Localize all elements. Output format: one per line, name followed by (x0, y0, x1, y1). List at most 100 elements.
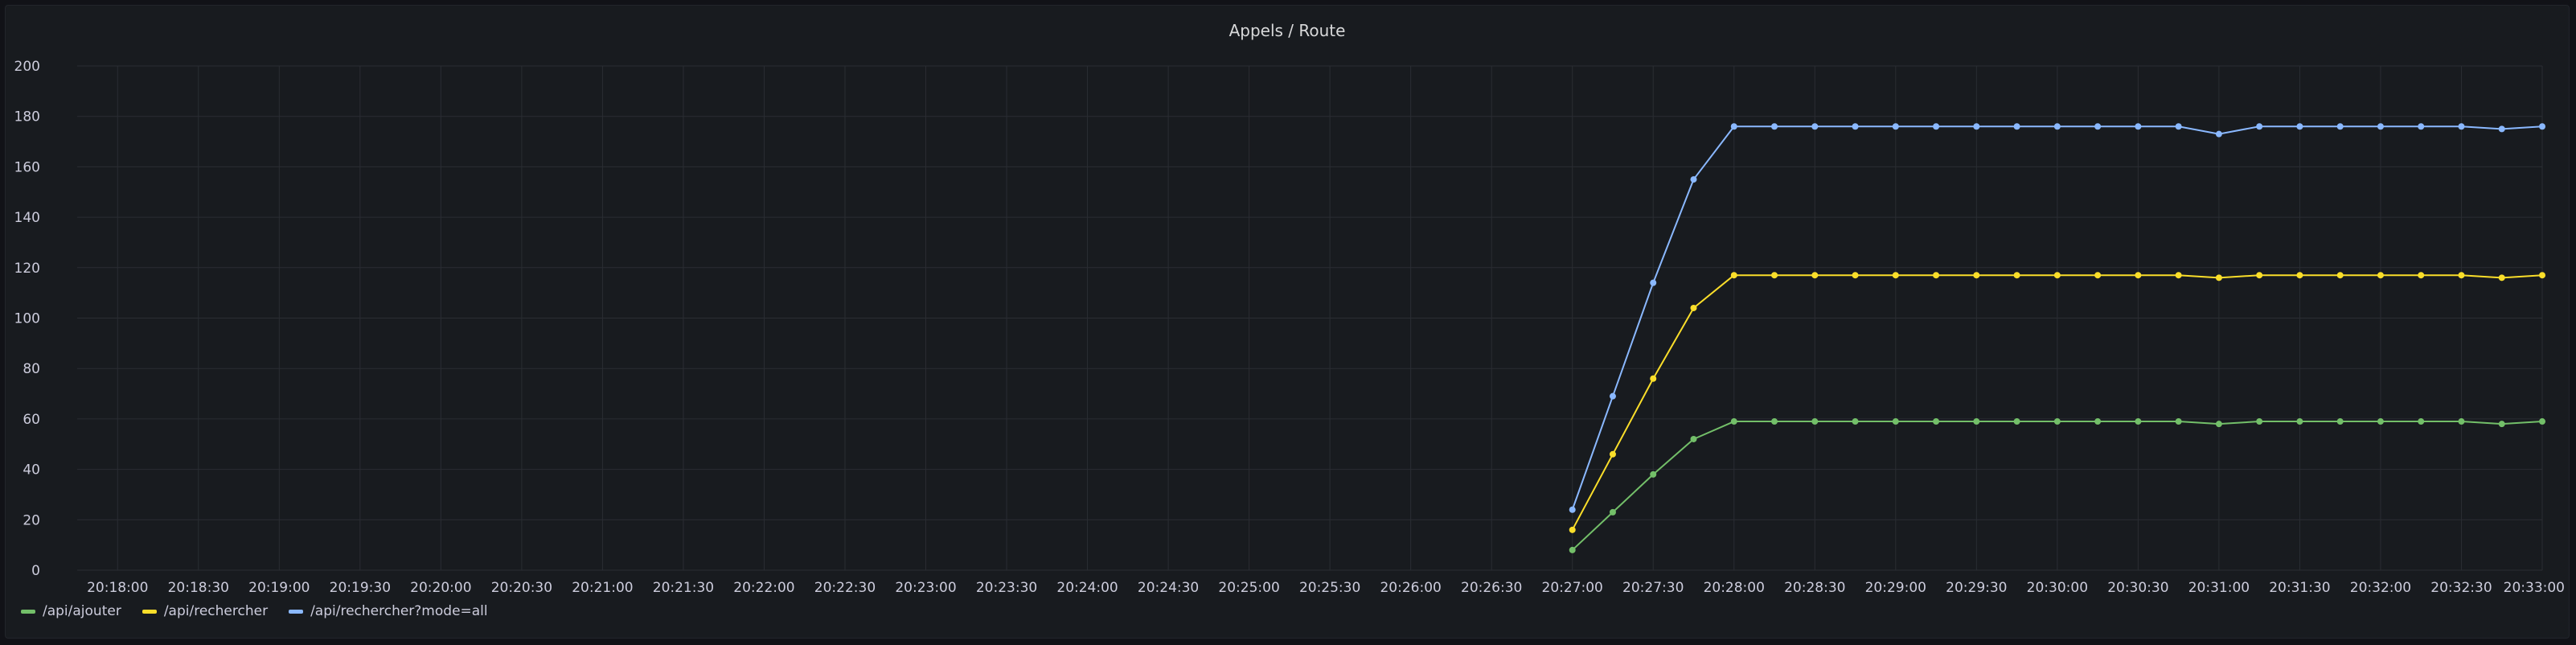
data-point[interactable] (2296, 418, 2303, 425)
data-point[interactable] (2336, 123, 2344, 130)
legend-item-ajouter[interactable]: /api/ajouter (21, 603, 121, 619)
data-point[interactable] (1730, 418, 1737, 425)
data-point[interactable] (2458, 123, 2465, 130)
data-point[interactable] (1569, 506, 1576, 513)
x-tick-label: 20:28:30 (1784, 580, 1845, 596)
data-point[interactable] (1811, 418, 1819, 425)
data-point[interactable] (1933, 123, 1940, 130)
data-point[interactable] (2296, 272, 2303, 279)
data-point[interactable] (2215, 421, 2222, 428)
data-point[interactable] (1730, 123, 1737, 130)
legend-swatch (21, 609, 35, 614)
data-point[interactable] (1811, 272, 1819, 279)
data-point[interactable] (1771, 123, 1778, 130)
legend-label: /api/rechercher?mode=all (310, 603, 488, 619)
data-point[interactable] (2135, 272, 2142, 279)
data-point[interactable] (2094, 123, 2102, 130)
data-point[interactable] (1973, 123, 1980, 130)
x-tick-label: 20:29:00 (1865, 580, 1926, 596)
x-tick-label: 20:29:30 (1946, 580, 2007, 596)
data-point[interactable] (1933, 418, 1940, 425)
x-tick-label: 20:26:00 (1380, 580, 1441, 596)
x-tick-label: 20:20:00 (410, 580, 471, 596)
x-tick-label: 20:23:30 (976, 580, 1037, 596)
data-point[interactable] (1650, 375, 1657, 382)
data-point[interactable] (1650, 470, 1657, 478)
data-point[interactable] (1609, 508, 1616, 516)
data-point[interactable] (1933, 272, 1940, 279)
data-point[interactable] (2256, 123, 2263, 130)
legend-label: /api/rechercher (163, 603, 269, 619)
y-tick-label: 80 (23, 361, 40, 377)
data-point[interactable] (1852, 272, 1859, 279)
data-point[interactable] (2215, 130, 2222, 138)
series-lines (1569, 123, 2545, 553)
data-point[interactable] (2377, 418, 2384, 425)
data-point[interactable] (1690, 176, 1697, 183)
data-point[interactable] (1973, 418, 1980, 425)
data-point[interactable] (2539, 123, 2545, 130)
data-point[interactable] (1609, 450, 1616, 458)
data-point[interactable] (2053, 272, 2061, 279)
data-point[interactable] (2498, 274, 2505, 281)
data-point[interactable] (1973, 272, 1980, 279)
data-point[interactable] (1892, 272, 1899, 279)
data-point[interactable] (2418, 272, 2425, 279)
data-point[interactable] (1650, 279, 1657, 286)
data-point[interactable] (2013, 418, 2020, 425)
data-point[interactable] (2135, 418, 2142, 425)
data-point[interactable] (1569, 546, 1576, 553)
data-point[interactable] (2256, 272, 2263, 279)
data-point[interactable] (2498, 125, 2505, 133)
data-point[interactable] (1771, 418, 1778, 425)
data-point[interactable] (2053, 418, 2061, 425)
data-point[interactable] (1730, 272, 1737, 279)
data-point[interactable] (2175, 418, 2182, 425)
data-point[interactable] (2013, 272, 2020, 279)
data-point[interactable] (1892, 123, 1899, 130)
data-point[interactable] (2498, 421, 2505, 428)
x-tick-label: 20:33:00 (2504, 580, 2565, 596)
legend-item-rechercher[interactable]: /api/rechercher (142, 603, 268, 619)
data-point[interactable] (1892, 418, 1899, 425)
data-point[interactable] (2013, 123, 2020, 130)
x-tick-label: 20:31:00 (2188, 580, 2250, 596)
x-tick-label: 20:30:30 (2107, 580, 2168, 596)
data-point[interactable] (1569, 526, 1576, 533)
data-point[interactable] (2377, 123, 2384, 130)
x-tick-label: 20:18:30 (168, 580, 229, 596)
x-axis: 20:18:00 20:18:30 20:19:00 20:19:30 20:20:00… (87, 580, 2565, 596)
data-point[interactable] (2418, 418, 2425, 425)
data-point[interactable] (2539, 418, 2545, 425)
x-tick-label: 20:27:30 (1622, 580, 1684, 596)
data-point[interactable] (2215, 274, 2222, 281)
data-point[interactable] (2094, 272, 2102, 279)
data-point[interactable] (1771, 272, 1778, 279)
data-point[interactable] (2175, 123, 2182, 130)
data-point[interactable] (2539, 272, 2545, 279)
data-point[interactable] (2458, 272, 2465, 279)
data-point[interactable] (2336, 272, 2344, 279)
data-point[interactable] (2336, 418, 2344, 425)
data-point[interactable] (2418, 123, 2425, 130)
y-tick-label: 140 (14, 210, 40, 226)
series-0 (1569, 418, 2545, 553)
data-point[interactable] (1609, 392, 1616, 400)
data-point[interactable] (1852, 123, 1859, 130)
data-point[interactable] (2053, 123, 2061, 130)
data-point[interactable] (2135, 123, 2142, 130)
data-point[interactable] (2175, 272, 2182, 279)
data-point[interactable] (1852, 418, 1859, 425)
data-point[interactable] (2094, 418, 2102, 425)
data-point[interactable] (2458, 418, 2465, 425)
data-point[interactable] (1690, 435, 1697, 442)
data-point[interactable] (2256, 418, 2263, 425)
y-tick-label: 160 (14, 159, 40, 175)
chart-panel: Appels / Route (5, 5, 2570, 639)
data-point[interactable] (2377, 272, 2384, 279)
x-tick-label: 20:32:30 (2430, 580, 2492, 596)
data-point[interactable] (1690, 304, 1697, 311)
data-point[interactable] (2296, 123, 2303, 130)
legend-item-rechercher-mode-all[interactable]: /api/rechercher?mode=all (289, 603, 488, 619)
data-point[interactable] (1811, 123, 1819, 130)
